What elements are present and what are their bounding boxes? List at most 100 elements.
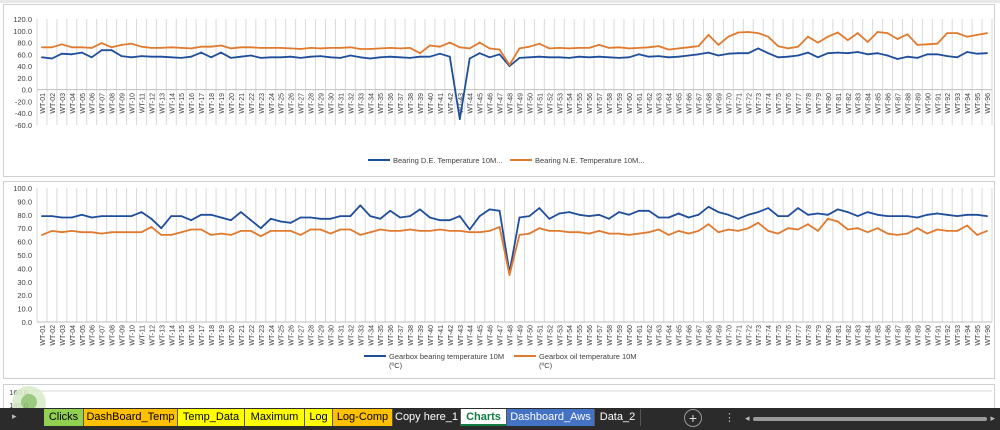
data-point [468, 47, 471, 50]
data-point [906, 232, 909, 235]
x-tick-label: WT-52 [547, 325, 554, 346]
scroll-right-icon[interactable]: ▸ [990, 413, 995, 423]
data-point [130, 215, 133, 218]
data-point [419, 208, 421, 211]
data-point [777, 56, 780, 59]
sheet-tab-charts[interactable]: Charts [461, 409, 507, 426]
data-point [339, 215, 342, 218]
x-tick-label: WT-96 [985, 325, 992, 346]
third-chart-partial[interactable]: 160.0140.0 [3, 384, 995, 410]
data-point [946, 229, 949, 232]
data-point [269, 46, 272, 49]
series-line-1 [41, 47, 988, 120]
data-point [727, 35, 730, 38]
data-point [180, 215, 183, 218]
x-tick-label: WT-59 [617, 93, 624, 114]
x-tick-label: WT-75 [776, 325, 783, 346]
data-point [966, 213, 969, 216]
x-tick-label: WT-68 [706, 325, 713, 346]
data-point [289, 55, 292, 58]
x-tick-label: WT-79 [816, 93, 823, 114]
top-divider [0, 0, 1000, 3]
data-point [677, 47, 680, 50]
data-point [578, 55, 581, 58]
data-point [100, 49, 103, 52]
data-point [190, 228, 193, 231]
x-tick-label: WT-14 [169, 93, 176, 114]
data-point [329, 217, 332, 220]
data-point [956, 32, 959, 35]
data-point [588, 46, 591, 49]
sheet-tab-label: Charts [466, 411, 501, 423]
scroll-left-icon[interactable]: ◂ [745, 413, 750, 423]
add-sheet-button[interactable]: + [684, 409, 702, 427]
data-point [419, 229, 421, 232]
data-point [747, 52, 750, 55]
data-point [210, 45, 212, 48]
scrollbar-thumb[interactable] [753, 417, 987, 421]
data-point [886, 54, 889, 57]
data-point [737, 229, 740, 232]
x-tick-label: WT-36 [388, 93, 395, 114]
x-tick-label: WT-71 [736, 325, 743, 346]
x-tick-label: WT-17 [199, 93, 206, 114]
data-point [727, 228, 730, 231]
x-tick-label: WT-38 [408, 93, 415, 114]
gearbox-temperature-chart-svg: 0.0 10.0 20.0 30.0 40.0 50.0 60.0 70.0 80.0 90.0 1… [13, 184, 993, 370]
data-point [936, 42, 939, 45]
sheet-tab-clicks[interactable]: Clicks [44, 409, 84, 426]
data-point [647, 209, 650, 212]
x-tick-label: WT-16 [189, 325, 196, 346]
data-point [657, 228, 660, 231]
data-point [747, 31, 750, 33]
data-point [926, 43, 929, 46]
third-chart-svg: 160.0140.0 [9, 388, 992, 410]
data-point [150, 217, 153, 220]
x-tick-label: WT-45 [478, 325, 485, 346]
x-tick-label: WT-29 [319, 93, 326, 114]
sheet-tab-dashboard-aws[interactable]: Dashboard_Aws [507, 409, 595, 426]
more-options-icon[interactable]: ⋮ [724, 412, 736, 424]
data-point [966, 224, 969, 227]
data-point [866, 231, 869, 234]
data-point [429, 216, 431, 219]
sheet-tab-copy-here-1[interactable]: Copy here_1 [393, 409, 461, 426]
x-tick-label: WT-56 [587, 93, 594, 114]
sheet-tab-maximum[interactable]: Maximum [245, 409, 305, 426]
data-point [836, 31, 839, 34]
data-point [190, 47, 193, 50]
y-tick-label: -20.0 [15, 97, 32, 106]
data-point [697, 53, 700, 56]
data-point [458, 118, 461, 121]
sheet-tab-temp-data[interactable]: Temp_Data [178, 409, 245, 426]
data-point [916, 227, 919, 230]
data-point [657, 45, 660, 47]
legend-label-2: Gearbox oil temperature 10M [539, 352, 637, 361]
x-tick-label: WT-44 [468, 93, 475, 114]
data-point [140, 45, 143, 48]
tab-scroll-next-icon[interactable]: ▸ [12, 411, 17, 421]
x-tick-label: WT-13 [159, 93, 166, 114]
x-tick-label: WT-94 [965, 325, 972, 346]
data-point [946, 213, 949, 216]
bearing-temperature-chart[interactable]: -60.0 -40.0 -20.0 0.0 20.0 40.0 60.0 80.0 100.0 1… [3, 4, 995, 177]
horizontal-scrollbar[interactable]: ◂ ▸ [745, 413, 995, 423]
x-tick-label: WT-56 [587, 325, 594, 346]
x-tick-label: WT-31 [338, 325, 345, 346]
x-tick-label: WT-01 [40, 93, 47, 114]
data-point [697, 213, 700, 216]
gearbox-temperature-chart[interactable]: 0.0 10.0 20.0 30.0 40.0 50.0 60.0 70.0 80.0 90.0 1… [3, 181, 995, 379]
data-point [807, 51, 809, 54]
sheet-tab-log[interactable]: Log [305, 409, 333, 426]
data-point [279, 46, 282, 49]
sheet-tab-dashboard-temp[interactable]: DashBoard_Temp [84, 409, 178, 426]
data-point [51, 229, 53, 232]
data-point [389, 209, 392, 212]
y-tick-label: 60.0 [17, 50, 32, 59]
x-tick-label: WT-69 [716, 93, 723, 114]
x-tick-label: WT-32 [348, 325, 355, 346]
series-line-2 [42, 31, 988, 66]
x-tick-label: WT-31 [338, 93, 345, 114]
sheet-tab-data-2[interactable]: Data_2 [595, 409, 641, 426]
sheet-tab-log-comp[interactable]: Log-Comp [333, 409, 393, 426]
